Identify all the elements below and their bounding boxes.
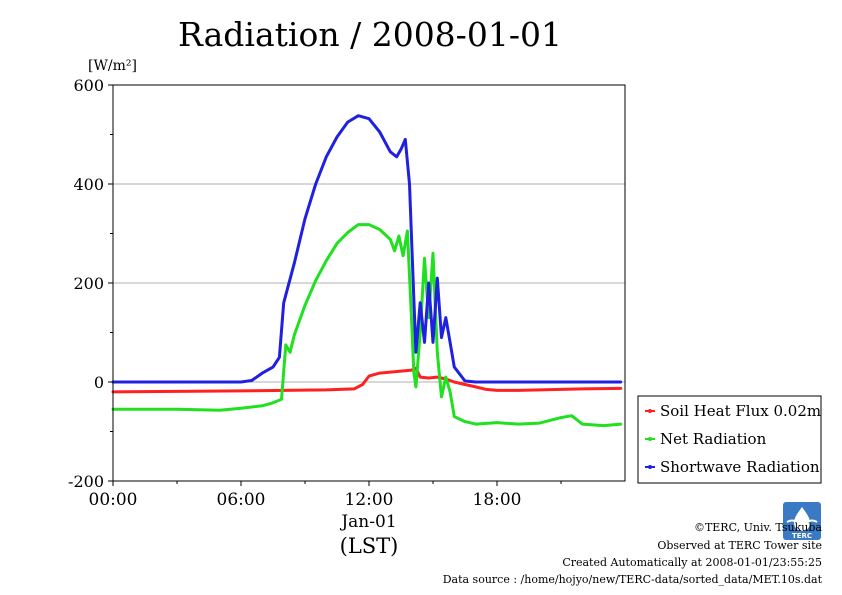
legend-label: Shortwave Radiation — [660, 458, 820, 476]
legend-label: Soil Heat Flux 0.02m — [660, 402, 821, 420]
data-source-text: Data source : /home/hojyo/new/TERC-data/… — [442, 573, 822, 586]
legend-marker — [648, 465, 652, 469]
x-tick-label: 12:00 — [345, 490, 394, 510]
legend-marker — [648, 437, 652, 441]
terc-logo: TERC — [783, 502, 821, 540]
legend-label: Net Radiation — [660, 430, 767, 448]
y-tick-label: 200 — [73, 274, 104, 293]
y-axis-unit: [W/m²] — [88, 58, 137, 74]
series-line-1 — [111, 223, 623, 428]
plot-area: -200 0 200 400 600 00:00 06:00 12:00 18:00 — [68, 76, 626, 510]
svg-text:TERC: TERC — [792, 532, 812, 540]
plot-frame — [112, 84, 626, 482]
y-tick-label: -200 — [68, 472, 104, 491]
x-axis-title: (LST) — [340, 534, 399, 558]
x-tick-label: 00:00 — [89, 490, 138, 510]
chart-title: Radiation / 2008-01-01 — [178, 15, 562, 54]
x-tick-label: 06:00 — [217, 490, 266, 510]
y-tick-label: 400 — [73, 175, 104, 194]
site-text: Observed at TERC Tower site — [657, 539, 822, 552]
x-tick-label: 18:00 — [473, 490, 522, 510]
y-tick-label: 600 — [73, 76, 104, 95]
legend-marker — [648, 409, 652, 413]
x-axis-date-label: Jan-01 — [339, 512, 396, 532]
legend: Soil Heat Flux 0.02m Net Radiation Shortwa… — [637, 395, 822, 484]
copyright-text: ©TERC, Univ. Tsukuba — [693, 521, 822, 534]
series-line-0 — [111, 366, 623, 394]
y-tick-label: 0 — [94, 373, 104, 392]
series-line-2 — [111, 114, 623, 384]
created-text: Created Automatically at 2008-01-01/23:5… — [562, 556, 822, 569]
legend-box — [637, 395, 822, 484]
